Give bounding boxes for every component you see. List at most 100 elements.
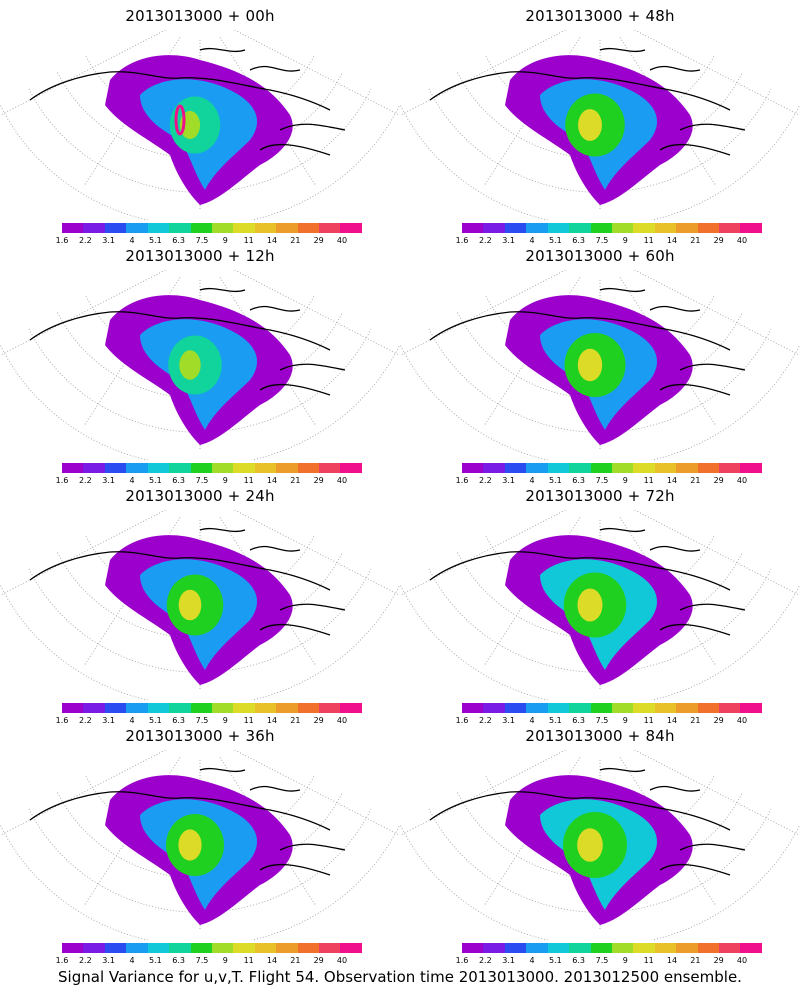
colorbar-tick-label: 5.1	[148, 956, 162, 965]
colorbar-tick-label: 29	[313, 476, 324, 485]
colorbar-cell	[697, 463, 720, 473]
coastline	[429, 527, 746, 636]
colorbar-cell	[340, 463, 362, 473]
colorbar-tick-label: 9	[222, 476, 228, 485]
forecast-panel-12h: 2013013000 + 12h 1.6 2.2 3.1 4 5.1 6.3 7.5 9 11 14…	[0, 240, 400, 485]
colorbar-tick-label: 4	[529, 476, 535, 485]
colorbar-tick-label: 21	[690, 956, 701, 965]
colorbar-cell	[676, 223, 698, 233]
colorbar-tick-label: 5.1	[148, 476, 162, 485]
colorbar-tick-label: 3.1	[502, 716, 516, 725]
colorbar-tick-label: 3.1	[502, 236, 516, 245]
colorbar-cell	[211, 703, 234, 713]
colorbar-tick-label: 5.1	[548, 956, 562, 965]
colorbar-cell	[190, 223, 212, 233]
coastline	[29, 527, 346, 636]
panel-title: 2013013000 + 00h	[125, 7, 275, 25]
colorbar-ticks: 1.6 2.2 3.1 4 5.1 6.3 7.5 9 11 14 21 29 40	[56, 236, 362, 246]
colorbar	[462, 223, 762, 233]
forecast-panel-00h: 2013013000 + 00h 1.6 2.2 3.1 4 5.1 6.3 7.5 9 11 14…	[0, 0, 400, 245]
colorbar-tick-label: 2.2	[78, 956, 92, 965]
colorbar-cell	[611, 703, 634, 713]
colorbar-tick-label: 40	[736, 716, 748, 725]
colorbar-tick-label: 21	[690, 236, 701, 245]
colorbar-cell	[169, 703, 191, 713]
colorbar-cell	[504, 943, 527, 953]
colorbar-ticks: 1.6 2.2 3.1 4 5.1 6.3 7.5 9 11 14 21 29 40	[56, 956, 362, 966]
colorbar-cell	[169, 463, 191, 473]
colorbar-cell	[719, 943, 741, 953]
colorbar-tick-label: 1.6	[55, 716, 69, 725]
colorbar-tick-label: 5.1	[148, 716, 162, 725]
colorbar-cell	[276, 463, 298, 473]
colorbar-cell	[126, 703, 148, 713]
colorbar-tick-label: 1.6	[455, 716, 469, 725]
colorbar	[462, 703, 762, 713]
colorbar-tick-label: 9	[622, 476, 628, 485]
colorbar-cell	[633, 463, 655, 473]
colorbar-tick-label: 4	[129, 716, 135, 725]
colorbar-cell	[483, 703, 505, 713]
colorbar-cell	[462, 943, 484, 953]
colorbar-cell	[676, 943, 698, 953]
colorbar-cell	[83, 463, 105, 473]
colorbar-cell	[126, 223, 148, 233]
colorbar-tick-label: 9	[222, 716, 228, 725]
colorbar-cell	[504, 703, 527, 713]
colorbar-cell	[697, 943, 720, 953]
colorbar-cell	[547, 943, 570, 953]
colorbar-tick-label: 21	[690, 476, 701, 485]
colorbar-tick-label: 14	[666, 476, 678, 485]
colorbar-cell	[254, 223, 277, 233]
colorbar-cell	[62, 223, 84, 233]
colorbar-tick-label: 40	[736, 476, 748, 485]
colorbar-cell	[169, 223, 191, 233]
variance-field-core	[577, 348, 603, 382]
variance-field-core	[179, 350, 201, 380]
colorbar-cell	[697, 223, 720, 233]
colorbar-tick-label: 1.6	[455, 956, 469, 965]
colorbar-tick-label: 7.5	[195, 956, 209, 965]
forecast-panel-36h: 2013013000 + 36h 1.6 2.2 3.1 4 5.1 6.3 7.5 9 11 14…	[0, 720, 400, 965]
colorbar	[62, 703, 362, 713]
coastline	[29, 47, 346, 156]
colorbar-cell	[740, 223, 762, 233]
colorbar-tick-label: 29	[313, 956, 324, 965]
colorbar-tick-label: 6.3	[172, 476, 186, 485]
colorbar-tick-label: 11	[643, 476, 654, 485]
colorbar-tick-label: 1.6	[55, 476, 69, 485]
colorbar-cell	[340, 943, 362, 953]
colorbar	[462, 463, 762, 473]
panel-title: 2013013000 + 84h	[525, 727, 675, 745]
colorbar-tick-label: 9	[622, 236, 628, 245]
colorbar-cell	[590, 223, 612, 233]
colorbar-cell	[319, 943, 341, 953]
colorbar-cell	[483, 463, 505, 473]
colorbar-cell	[740, 943, 762, 953]
colorbar-cell	[276, 943, 298, 953]
colorbar-cell	[719, 463, 741, 473]
colorbar-tick-label: 6.3	[572, 716, 586, 725]
colorbar-tick-label: 2.2	[478, 716, 492, 725]
colorbar-cell	[254, 943, 277, 953]
colorbar-tick-label: 11	[243, 236, 254, 245]
colorbar-tick-label: 9	[622, 716, 628, 725]
panel-title: 2013013000 + 48h	[525, 7, 675, 25]
colorbar-cell	[211, 463, 234, 473]
colorbar-tick-label: 2.2	[478, 236, 492, 245]
colorbar-tick-label: 6.3	[572, 236, 586, 245]
colorbar-cell	[462, 223, 484, 233]
colorbar-tick-label: 6.3	[172, 716, 186, 725]
colorbar-cell	[233, 703, 255, 713]
colorbar-cell	[719, 223, 741, 233]
panel-title: 2013013000 + 36h	[125, 727, 275, 745]
colorbar-tick-label: 4	[529, 236, 535, 245]
colorbar-cell	[62, 943, 84, 953]
figure-caption: Signal Variance for u,v,T. Flight 54. Ob…	[58, 968, 742, 986]
colorbar-tick-label: 5.1	[148, 236, 162, 245]
colorbar-cell	[126, 943, 148, 953]
colorbar-cell	[190, 703, 212, 713]
colorbar-cell	[569, 703, 591, 713]
colorbar-ticks: 1.6 2.2 3.1 4 5.1 6.3 7.5 9 11 14 21 29 40	[456, 956, 762, 966]
colorbar-tick-label: 29	[313, 236, 324, 245]
